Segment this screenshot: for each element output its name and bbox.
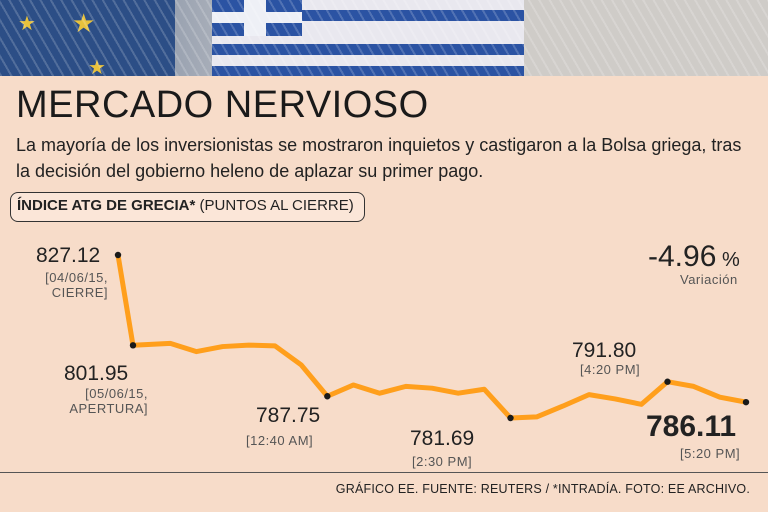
flags-illustration: ★ ★ ★ <box>0 0 768 76</box>
data-point-marker <box>324 393 331 400</box>
page-subtitle: La mayoría de los inversionistas se most… <box>16 135 742 181</box>
eu-flag-icon: ★ ★ ★ <box>0 0 175 76</box>
data-point-marker <box>507 414 514 422</box>
change-label: Variación <box>680 272 738 287</box>
page-title: MERCADO NERVIOSO <box>16 84 429 126</box>
chart-label-box: Índice ATG de Grecia* (puntos al cierre) <box>10 192 365 222</box>
data-label-note: APERTURA] <box>69 401 148 416</box>
data-label-value: 781.69 <box>410 427 474 450</box>
data-label-note: [04/06/15, <box>45 270 108 285</box>
svg-text:★: ★ <box>18 11 36 35</box>
change-value: -4.96 % <box>648 240 740 274</box>
data-point-marker <box>742 398 750 406</box>
data-label-note: CIERRE] <box>52 285 108 300</box>
header-photo: ★ ★ ★ <box>0 0 768 76</box>
series-line <box>115 252 749 421</box>
data-label-note: [2:30 PM] <box>412 454 472 469</box>
svg-text:★: ★ <box>72 9 95 39</box>
data-point-marker <box>129 342 137 349</box>
data-label-note: [12:40 AM] <box>246 433 313 448</box>
data-label-value: 827.12 <box>36 244 100 267</box>
line-chart: 827.12 [04/06/15,CIERRE] 801.95[05/06/15,A… <box>36 244 750 469</box>
chart-unit: (puntos al cierre) <box>199 197 354 214</box>
change-number: -4.96 <box>648 240 717 273</box>
data-label-note: [4:20 PM] <box>580 362 640 377</box>
data-point-marker <box>664 378 671 385</box>
data-label-note: [5:20 PM] <box>680 446 740 461</box>
footer-divider <box>0 472 768 473</box>
data-label-value: 791.80 <box>572 339 636 362</box>
greek-flag-icon <box>212 0 524 76</box>
footer-credits: GRÁFICO EE. FUENTE: REUTERS / *INTRADÍA.… <box>335 482 750 496</box>
data-label-value: 801.95 <box>64 362 128 385</box>
data-point-marker <box>114 251 122 259</box>
data-label-value: 786.11 <box>646 410 736 443</box>
data-label-note: [05/06/15, <box>85 386 148 401</box>
change-symbol: % <box>721 249 740 271</box>
chart-title: Índice ATG de Grecia* <box>17 197 196 214</box>
svg-text:★: ★ <box>88 55 106 76</box>
data-label-value: 787.75 <box>256 404 320 427</box>
